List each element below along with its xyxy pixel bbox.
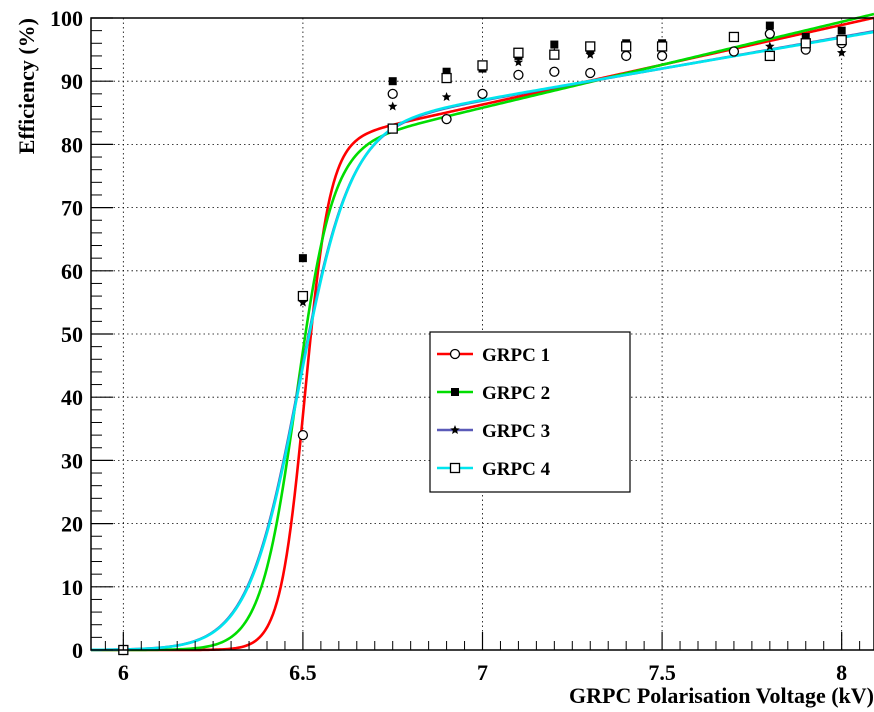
legend-label-grpc-4: GRPC 4 [482, 459, 551, 480]
legend-marker-grpc-3 [450, 425, 460, 435]
legend-label-grpc-1: GRPC 1 [482, 345, 550, 366]
y-tick-label: 100 [50, 6, 83, 31]
data-point-grpc-3 [585, 49, 596, 59]
y-tick-label: 30 [61, 448, 83, 473]
data-point-grpc-2 [550, 40, 559, 49]
y-tick-label: 60 [61, 259, 83, 284]
data-point-grpc-4 [621, 41, 632, 52]
legend-marker-grpc-1 [449, 348, 461, 360]
data-point-grpc-1 [513, 69, 524, 81]
data-point-grpc-4 [477, 60, 488, 71]
data-point-grpc-1 [549, 66, 560, 77]
data-point-grpc-4 [297, 290, 309, 302]
data-point-grpc-1 [387, 88, 398, 99]
y-tick-label: 80 [61, 132, 83, 157]
legend-label-grpc-2: GRPC 2 [482, 383, 550, 404]
data-point-grpc-2 [442, 67, 451, 76]
legend-label-grpc-3: GRPC 3 [482, 421, 550, 442]
data-point-grpc-1 [656, 50, 668, 62]
data-point-grpc-1 [621, 50, 632, 62]
fit-curve-grpc-4 [90, 30, 874, 652]
data-point-grpc-3 [298, 297, 308, 307]
data-point-grpc-1 [764, 28, 775, 39]
y-tick-label: 40 [61, 385, 83, 410]
data-point-grpc-2 [837, 26, 846, 35]
data-point-grpc-2 [388, 77, 397, 86]
axis-ticks [91, 17, 861, 651]
y-axis-title: Efficiency (%) [14, 18, 39, 154]
data-point-grpc-4 [800, 38, 811, 49]
data-point-grpc-2 [298, 254, 307, 263]
data-point-grpc-1 [441, 113, 452, 125]
y-tick-label: 50 [61, 322, 83, 347]
data-point-grpc-4 [764, 50, 775, 62]
data-point-grpc-3 [765, 41, 775, 51]
legend-box [429, 331, 631, 493]
data-points [118, 21, 847, 656]
data-point-grpc-1 [728, 46, 740, 57]
data-point-grpc-1 [585, 67, 596, 79]
x-tick-label: 7.5 [648, 660, 676, 685]
data-point-grpc-4 [513, 47, 524, 58]
legend-marker-grpc-4 [449, 462, 461, 474]
x-tick-label: 8 [836, 660, 847, 685]
y-tick-label: 0 [72, 638, 83, 663]
data-point-grpc-4 [656, 41, 668, 52]
x-axis-title: GRPC Polarisation Voltage (kV) [569, 683, 874, 708]
data-point-grpc-4 [387, 123, 398, 134]
data-point-grpc-4 [728, 31, 740, 43]
data-point-grpc-4 [836, 34, 847, 46]
x-tick-label: 7 [477, 660, 488, 685]
y-tick-label: 10 [61, 575, 83, 600]
data-point-grpc-1 [297, 429, 309, 441]
y-tick-label: 20 [61, 512, 83, 537]
fit-curve-grpc-2 [91, 12, 874, 652]
x-tick-label: 6.5 [289, 660, 317, 685]
data-point-grpc-4 [549, 49, 560, 60]
y-tick-label: 70 [61, 196, 83, 221]
data-point-grpc-3 [387, 101, 398, 111]
data-point-grpc-3 [836, 47, 847, 57]
data-point-grpc-2 [765, 21, 774, 30]
data-point-grpc-2 [801, 32, 810, 41]
data-point-grpc-1 [477, 88, 488, 99]
legend-marker-grpc-2 [451, 388, 459, 396]
x-tick-label: 6 [118, 660, 129, 685]
data-point-grpc-4 [585, 41, 596, 52]
data-point-grpc-3 [441, 92, 452, 102]
y-tick-label: 90 [61, 69, 83, 94]
data-point-grpc-3 [513, 57, 524, 67]
legend: GRPC 1 GRPC 2 GRPC 3 GRPC 4 [429, 331, 631, 493]
data-point-grpc-4 [441, 72, 452, 84]
